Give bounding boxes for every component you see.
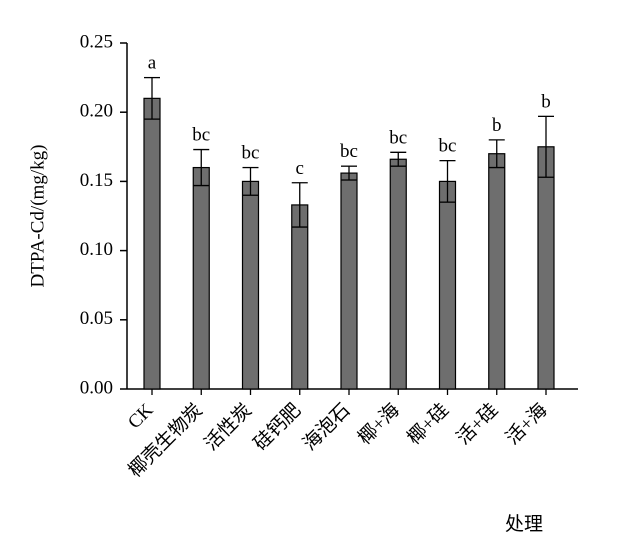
bar [389,158,407,390]
significance-label: bc [439,136,457,157]
significance-label: b [492,115,502,136]
category-label: 活+硅 [452,399,502,449]
bar [537,146,555,390]
y-tick-label: 0.15 [80,170,113,191]
bar [438,180,457,390]
significance-label: bc [340,141,358,162]
bar [340,172,358,390]
significance-label: b [541,91,551,112]
significance-label: bc [242,143,260,164]
bar [143,97,161,390]
bar [192,166,210,390]
y-tick-label: 0.10 [80,239,113,260]
y-ticks-group: 0.00 0.05 0.10 0.15 0.20 0.25 [80,31,127,398]
category-label: 椰+海 [354,399,404,449]
category-label: 活性炭 [200,399,256,455]
y-tick-label: 0.05 [80,308,113,329]
y-tick-label: 0.00 [80,377,113,398]
category-label: 硅钙肥 [249,399,305,455]
bar [488,153,506,390]
y-tick-label: 0.20 [80,101,113,122]
significance-label: c [296,158,304,179]
category-label: 活+海 [502,399,552,449]
significance-label: bc [192,125,210,146]
significance-labels-group: a bc bc c bc bc bc b b [148,53,551,179]
significance-label: bc [389,127,407,148]
category-label: CK [124,399,158,433]
category-label: 椰+硅 [403,399,453,449]
category-label: 海泡石 [299,399,355,455]
y-axis-title: DTPA-Cd/(mg/kg) [27,145,48,288]
error-bars-group [144,76,554,228]
bar [241,180,260,390]
y-tick-label: 0.25 [80,31,113,52]
bar [291,204,309,390]
significance-label: a [148,53,157,74]
x-axis-title: 处理 [505,513,543,535]
